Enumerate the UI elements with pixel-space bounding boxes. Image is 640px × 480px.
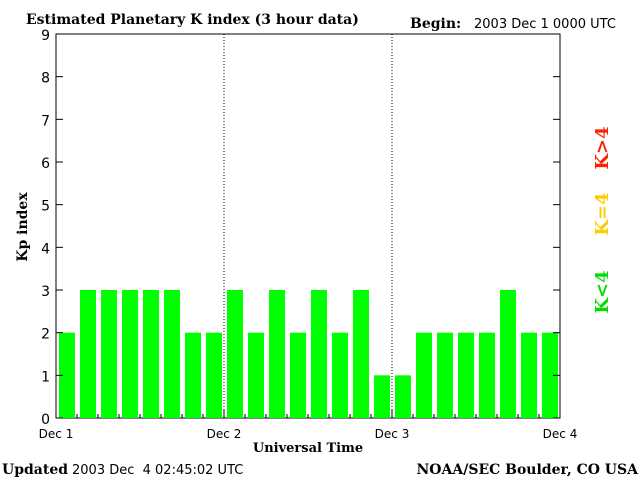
bar — [143, 290, 159, 418]
bar — [269, 290, 285, 418]
y-tick-label: 1 — [41, 369, 50, 385]
x-tick-label: Dec 2 — [207, 427, 242, 441]
begin-label: Begin: — [410, 16, 461, 32]
x-axis: Dec 1 Dec 2 Dec 3 Dec 4 — [39, 410, 578, 441]
bar — [206, 332, 222, 418]
chart-title: Estimated Planetary K index (3 hour data… — [26, 12, 359, 28]
bar — [101, 290, 117, 418]
bar — [353, 290, 369, 418]
bar — [416, 332, 432, 418]
bar — [80, 290, 96, 418]
y-tick-label: 5 — [41, 199, 50, 215]
x-tick-label: Dec 4 — [543, 427, 578, 441]
bar — [290, 332, 306, 418]
legend-entry: K>4 — [592, 126, 613, 169]
day-dividers — [223, 34, 393, 418]
bar — [395, 375, 411, 418]
bar — [122, 290, 138, 418]
bar — [479, 332, 495, 418]
y-tick-label: 2 — [41, 327, 50, 343]
bar — [332, 332, 348, 418]
bars-layer — [59, 290, 558, 418]
legend-entry: K=4 — [592, 192, 613, 235]
bar — [59, 332, 75, 418]
y-tick-label: 6 — [41, 156, 50, 172]
legend-entry: K<4 — [592, 270, 613, 313]
y-tick-label: 4 — [41, 241, 50, 257]
y-tick-label: 8 — [41, 71, 50, 87]
bar — [521, 332, 537, 418]
source-credit: NOAA/SEC Boulder, CO USA — [417, 462, 640, 478]
bar — [374, 375, 390, 418]
x-axis-label: Universal Time — [253, 441, 363, 456]
x-tick-label: Dec 3 — [375, 427, 410, 441]
bar — [500, 290, 516, 418]
bar — [248, 332, 264, 418]
x-tick-label: Dec 1 — [39, 427, 74, 441]
updated-label: Updated — [2, 462, 68, 478]
bar — [437, 332, 453, 418]
y-axis-label: Kp index — [15, 192, 31, 262]
y-tick-label: 0 — [41, 412, 50, 428]
y-tick-label: 3 — [41, 284, 50, 300]
bar — [542, 332, 558, 418]
bar — [227, 290, 243, 418]
y-tick-label: 7 — [41, 113, 50, 129]
legend: K>4 K=4 K<4 — [592, 126, 613, 313]
bar — [311, 290, 327, 418]
bar — [185, 332, 201, 418]
bar — [164, 290, 180, 418]
begin-value: 2003 Dec 1 0000 UTC — [474, 17, 616, 32]
y-axis: 0 1 2 3 4 5 6 7 8 9 — [41, 28, 560, 428]
updated-value: 2003 Dec 4 02:45:02 UTC — [72, 463, 243, 478]
y-tick-label: 9 — [41, 28, 50, 44]
bar — [458, 332, 474, 418]
